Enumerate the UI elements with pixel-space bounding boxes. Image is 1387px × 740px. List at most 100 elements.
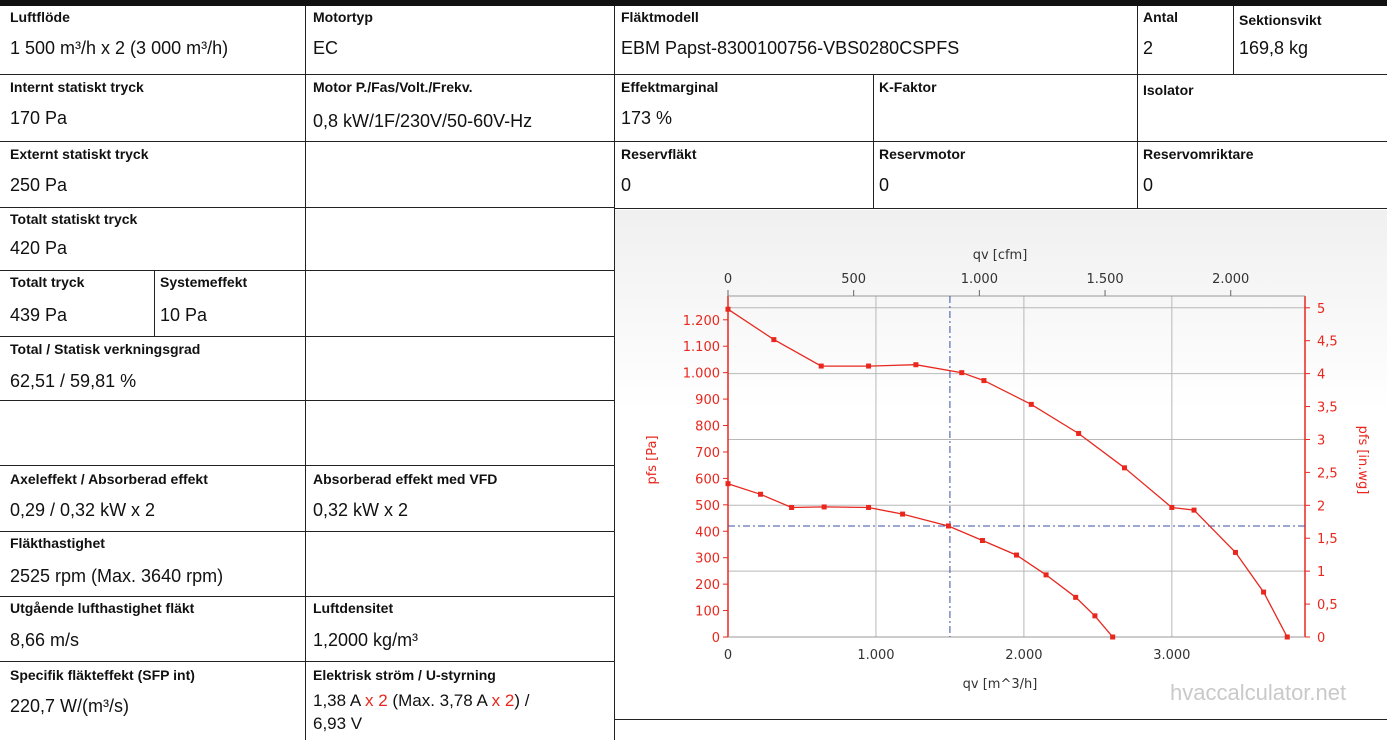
y-tick-label: 200 bbox=[695, 578, 720, 593]
sektionsvikt-label: Sektionsvikt bbox=[1239, 12, 1322, 28]
series-2-point bbox=[1073, 594, 1079, 600]
axeleffekt-label: Axeleffekt / Absorberad effekt bbox=[10, 471, 208, 487]
grid-line-h10 bbox=[0, 661, 615, 662]
y-tick-label: 800 bbox=[695, 420, 720, 435]
chart-background bbox=[615, 210, 1387, 712]
grid-line-h12 bbox=[615, 719, 1387, 720]
effektmarginal-label: Effektmarginal bbox=[621, 79, 719, 95]
luftdensitet-value: 1,2000 kg/m³ bbox=[313, 630, 419, 650]
motor-p-value: 0,8 kW/1F/230V/50-60V-Hz bbox=[313, 111, 533, 131]
isolator-label: Isolator bbox=[1143, 82, 1194, 98]
motor-p-label: Motor P./Fas/Volt./Frekv. bbox=[313, 79, 473, 95]
series-1-point bbox=[725, 306, 731, 312]
series-1-point bbox=[1028, 401, 1034, 407]
grid-line-h5 bbox=[0, 336, 615, 337]
series-1-point bbox=[1284, 634, 1290, 640]
strom-multiplier-1: x 2 bbox=[365, 691, 388, 710]
fan-curve-svg: 0 1.000 2.000 3.000 0 500 1.000 1.500 2.000 0 100 2… bbox=[615, 210, 1387, 712]
grid-line-v3 bbox=[154, 271, 155, 336]
externt-statiskt-tryck-value: 250 Pa bbox=[10, 175, 68, 195]
y-tick-label: 900 bbox=[695, 393, 720, 408]
grid-line-v1 bbox=[305, 6, 306, 740]
vfd-value: 0,32 kW x 2 bbox=[313, 500, 409, 520]
series-1-point bbox=[818, 363, 824, 369]
series-2-point bbox=[1110, 634, 1116, 640]
series-2-point bbox=[979, 538, 985, 544]
grid-line-v4 bbox=[873, 75, 874, 209]
series-1-point bbox=[866, 363, 872, 369]
strom-multiplier-2: x 2 bbox=[491, 691, 515, 710]
y-tick-label: 0 bbox=[712, 631, 720, 646]
series-2-point bbox=[821, 504, 827, 510]
x-top-tick-label: 500 bbox=[841, 272, 866, 287]
series-2-point bbox=[789, 504, 795, 510]
x-top-axis-label: qv [cfm] bbox=[973, 248, 1028, 263]
y-axis-label: pfs [Pa] bbox=[645, 435, 660, 484]
vfd-label: Absorberad effekt med VFD bbox=[313, 471, 498, 487]
strom-label: Elektrisk ström / U-styrning bbox=[313, 667, 496, 683]
y2-tick-label: 1 bbox=[1317, 565, 1325, 580]
internt-statiskt-tryck-label: Internt statiskt tryck bbox=[10, 79, 144, 95]
verkningsgrad-value: 62,51 / 59,81 % bbox=[10, 371, 137, 391]
y-tick-label: 1.200 bbox=[683, 314, 720, 329]
strom-value-line1: 1,38 A x 2 (Max. 3,78 A x 2) / bbox=[313, 691, 529, 711]
sfp-label: Specifik fläkteffekt (SFP int) bbox=[10, 667, 195, 683]
series-2-point bbox=[945, 523, 951, 529]
series-1-point bbox=[959, 370, 965, 376]
reservomriktare-value: 0 bbox=[1143, 175, 1154, 195]
flaktmodell-value: EBM Papst-8300100756-VBS0280CSPFS bbox=[621, 38, 960, 58]
y-tick-label: 1.000 bbox=[683, 367, 720, 382]
series-1-point bbox=[1169, 504, 1175, 510]
series-1-point bbox=[1191, 507, 1197, 513]
watermark: hvaccalculator.net bbox=[1170, 680, 1347, 705]
luftdensitet-label: Luftdensitet bbox=[313, 600, 394, 616]
series-2-point bbox=[725, 481, 731, 487]
reservflakt-value: 0 bbox=[621, 175, 632, 195]
y-tick-label: 400 bbox=[695, 525, 720, 540]
grid-line-h2 bbox=[0, 141, 1387, 142]
x-tick-label: 0 bbox=[724, 648, 732, 663]
series-2-point bbox=[1014, 552, 1019, 558]
series-2-point bbox=[900, 511, 906, 517]
series-1-point bbox=[1122, 465, 1128, 471]
y2-tick-label: 0,5 bbox=[1317, 598, 1338, 613]
reservmotor-label: Reservmotor bbox=[879, 146, 966, 162]
flakthastighet-label: Fläkthastighet bbox=[10, 535, 105, 551]
y2-tick-label: 4 bbox=[1317, 368, 1325, 383]
reservmotor-value: 0 bbox=[879, 175, 890, 195]
totalt-statiskt-tryck-value: 420 Pa bbox=[10, 238, 68, 258]
lufthastighet-value: 8,66 m/s bbox=[10, 630, 80, 650]
series-1-point bbox=[1261, 589, 1267, 595]
internt-statiskt-tryck-value: 170 Pa bbox=[10, 108, 68, 128]
grid-line-h3 bbox=[0, 207, 615, 208]
x-top-tick-label: 1.500 bbox=[1086, 272, 1123, 287]
x-axis-label: qv [m^3/h] bbox=[963, 677, 1038, 692]
reservomriktare-label: Reservomriktare bbox=[1143, 146, 1254, 162]
strom-part3: ) / bbox=[514, 691, 530, 710]
kfaktor-label: K-Faktor bbox=[879, 79, 937, 95]
y2-tick-label: 5 bbox=[1317, 302, 1325, 317]
grid-line-v5 bbox=[1137, 6, 1138, 209]
grid-line-h7 bbox=[0, 465, 615, 466]
series-2-point bbox=[866, 504, 872, 510]
strom-part1: 1,38 A bbox=[313, 691, 365, 710]
series-1-point bbox=[1232, 549, 1238, 555]
externt-statiskt-tryck-label: Externt statiskt tryck bbox=[10, 146, 149, 162]
series-1-point bbox=[1076, 430, 1082, 436]
totalt-statiskt-tryck-label: Totalt statiskt tryck bbox=[10, 211, 138, 227]
y2-tick-label: 0 bbox=[1317, 631, 1325, 646]
motortyp-value: EC bbox=[313, 38, 339, 58]
systemeffekt-value: 10 Pa bbox=[160, 305, 208, 325]
x-top-tick-label: 0 bbox=[724, 272, 732, 287]
totalt-tryck-label: Totalt tryck bbox=[10, 274, 85, 290]
strom-part2: (Max. 3,78 A bbox=[387, 691, 492, 710]
grid-line-h9 bbox=[0, 596, 615, 597]
y2-tick-label: 4,5 bbox=[1317, 335, 1338, 350]
x-top-tick-label: 1.000 bbox=[961, 272, 998, 287]
y-tick-label: 1.100 bbox=[683, 340, 720, 355]
y2-axis-label: pfs [in.wg] bbox=[1355, 426, 1370, 495]
x-tick-label: 2.000 bbox=[1005, 648, 1042, 663]
y-tick-label: 600 bbox=[695, 472, 720, 487]
series-2-point bbox=[758, 491, 764, 497]
axeleffekt-value: 0,29 / 0,32 kW x 2 bbox=[10, 500, 156, 520]
